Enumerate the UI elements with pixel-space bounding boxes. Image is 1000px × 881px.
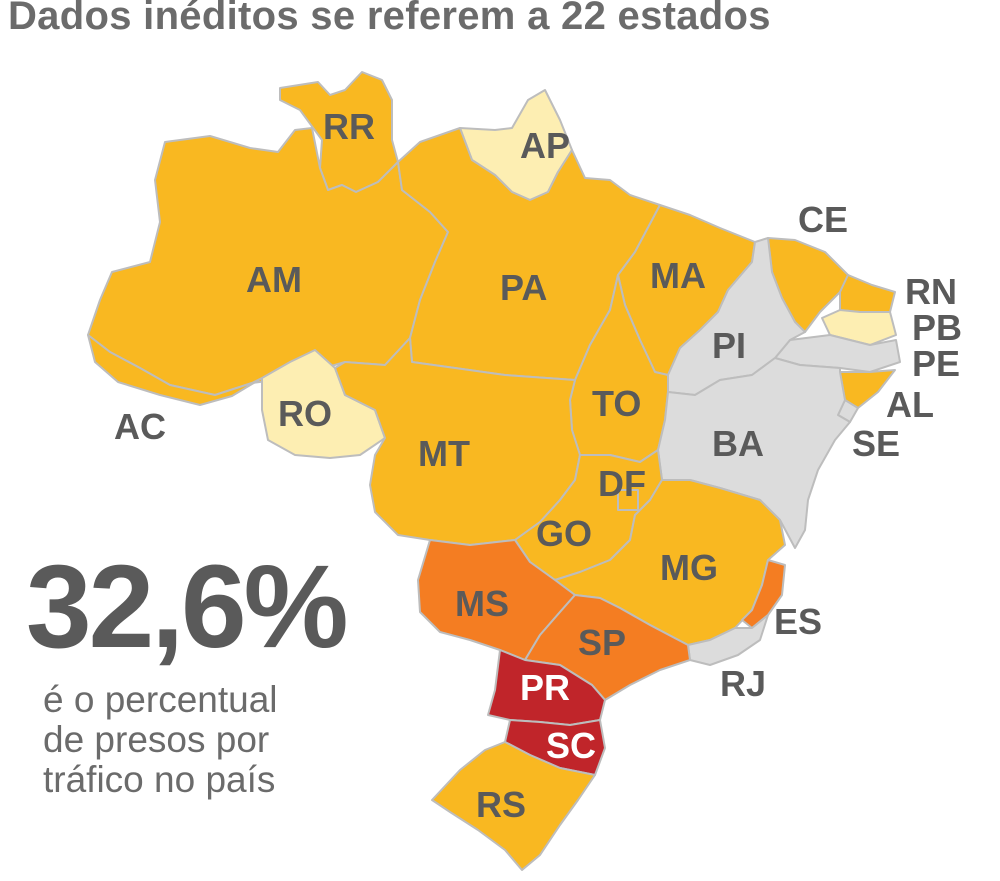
label-rr: RR <box>323 106 375 147</box>
label-rn: RN <box>905 271 957 312</box>
caption-line: de presos por <box>43 719 270 760</box>
state-rj[interactable] <box>687 614 769 666</box>
label-es: ES <box>774 601 822 642</box>
state-rn[interactable] <box>839 274 896 313</box>
label-ap: AP <box>520 125 570 166</box>
state-rs[interactable] <box>431 741 596 871</box>
label-sc: SC <box>546 725 596 766</box>
label-ba: BA <box>712 423 764 464</box>
label-go: GO <box>536 513 592 554</box>
caption-line: tráfico no país <box>43 759 276 800</box>
caption-line: é o percentual <box>43 679 278 720</box>
state-df[interactable] <box>617 489 639 511</box>
highlight-caption: é o percentual de presos por tráfico no … <box>43 680 278 800</box>
label-sp: SP <box>578 622 626 663</box>
label-ac: AC <box>114 406 166 447</box>
label-ma: MA <box>650 255 706 296</box>
label-rj: RJ <box>720 663 766 704</box>
label-pr: PR <box>520 667 570 708</box>
label-al: AL <box>886 384 934 425</box>
label-pe: PE <box>912 343 960 384</box>
map-title: Dados inéditos se referem a 22 estados <box>8 0 771 38</box>
label-ce: CE <box>798 199 848 240</box>
label-df: DF <box>598 463 646 504</box>
highlight-value: 32,6% <box>26 541 349 673</box>
state-sp[interactable] <box>524 594 691 701</box>
label-to: TO <box>592 383 641 424</box>
label-pi: PI <box>712 325 746 366</box>
label-mt: MT <box>418 433 470 474</box>
label-pb: PB <box>912 307 962 348</box>
label-pa: PA <box>500 267 547 308</box>
label-am: AM <box>246 259 302 300</box>
label-se: SE <box>852 423 900 464</box>
label-ms: MS <box>455 583 509 624</box>
label-rs: RS <box>476 784 526 825</box>
label-mg: MG <box>660 547 718 588</box>
label-ro: RO <box>278 393 332 434</box>
